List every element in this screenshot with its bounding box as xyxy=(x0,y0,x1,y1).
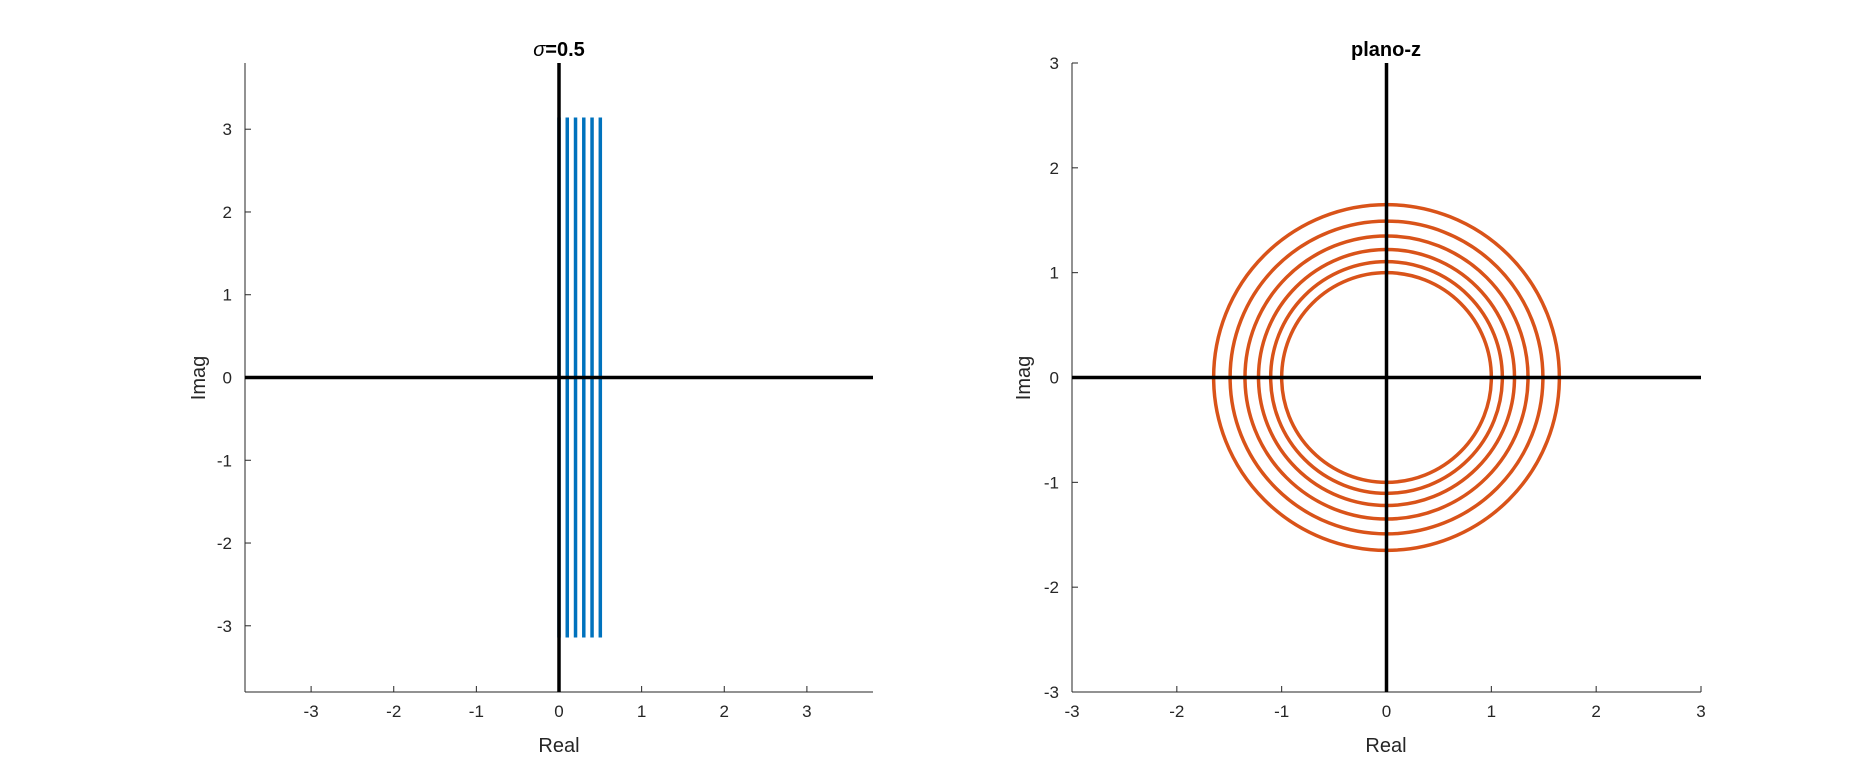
s-plane-y-tick-label: 1 xyxy=(223,286,232,305)
z-plane-x-tick-label: -2 xyxy=(1169,702,1184,721)
z-plane-y-tick-label: -3 xyxy=(1044,683,1059,702)
sigma-symbol: σ xyxy=(533,39,546,61)
s-plane-xlabel: Real xyxy=(538,735,579,757)
s-plane-x-tick-label: -3 xyxy=(304,702,319,721)
s-plane-x-tick-label: 0 xyxy=(554,702,563,721)
z-plane-axes: plano-z Real Imag -3 -2 -1 0 1 2 3 -3 -2 -1 0 1 2 3 xyxy=(1013,39,1706,757)
s-plane-title-text: =0.5 xyxy=(545,39,584,61)
s-plane-y-tick-label: -1 xyxy=(217,451,232,470)
s-plane-title: σ=0.5 xyxy=(533,39,585,61)
s-plane-axes: σ=0.5 Real Imag -3 -2 -1 0 1 2 3 -3 -2 -1 0 1 2 3 xyxy=(188,39,873,757)
z-plane-y-tick-label: 2 xyxy=(1050,159,1059,178)
z-plane-x-tick-label: 2 xyxy=(1591,702,1600,721)
z-plane-y-tick-label: 0 xyxy=(1050,369,1059,388)
z-plane-x-tick-label: 1 xyxy=(1487,702,1496,721)
s-plane-x-tick-label: -1 xyxy=(469,702,484,721)
z-plane-x-tick-label: -3 xyxy=(1064,702,1079,721)
z-plane-x-tick-label: 3 xyxy=(1696,702,1705,721)
z-plane-y-tick-label: -1 xyxy=(1044,473,1059,492)
z-plane-y-tick-label: 1 xyxy=(1050,264,1059,283)
s-plane-y-tick-label: 2 xyxy=(223,203,232,222)
s-plane-y-tick-label: 0 xyxy=(223,369,232,388)
s-plane-y-tick-label: -2 xyxy=(217,534,232,553)
s-plane-y-tick-label: -3 xyxy=(217,617,232,636)
z-plane-x-tick-label: 0 xyxy=(1382,702,1391,721)
s-plane-ylabel: Imag xyxy=(188,356,210,400)
z-plane-title: plano-z xyxy=(1351,39,1421,61)
z-plane-xlabel: Real xyxy=(1365,735,1406,757)
s-plane-x-tick-label: 3 xyxy=(802,702,811,721)
s-plane-x-tick-label: 2 xyxy=(720,702,729,721)
s-plane-x-tick-label: 1 xyxy=(637,702,646,721)
z-plane-ylabel: Imag xyxy=(1013,356,1035,400)
z-plane-y-tick-label: 3 xyxy=(1050,54,1059,73)
z-plane-y-tick-label: -2 xyxy=(1044,578,1059,597)
s-plane-y-tick-label: 3 xyxy=(223,120,232,139)
z-plane-x-tick-label: -1 xyxy=(1274,702,1289,721)
s-plane-x-tick-label: -2 xyxy=(386,702,401,721)
